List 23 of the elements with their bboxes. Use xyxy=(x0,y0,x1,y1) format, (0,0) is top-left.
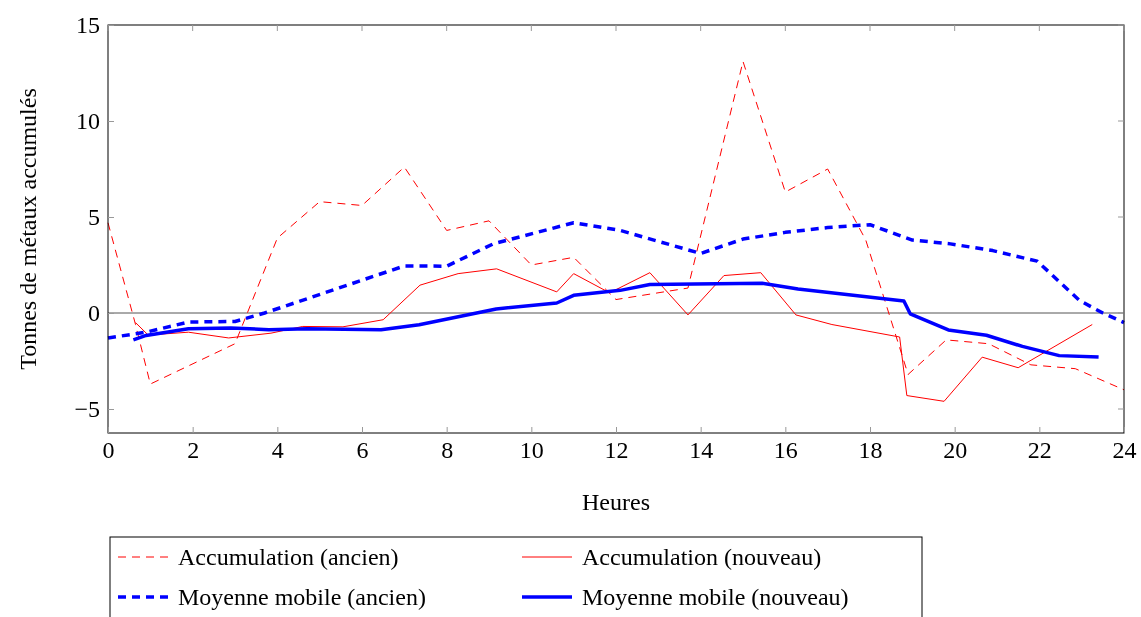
y-tick-label: 10 xyxy=(76,108,100,135)
x-tick-label: 6 xyxy=(356,437,369,464)
y-axis-title: Tonnes de métaux accumulés xyxy=(15,88,41,370)
y-tick-label: 0 xyxy=(88,300,100,327)
x-tick-label: 22 xyxy=(1027,437,1052,464)
x-tick-label: 10 xyxy=(519,437,544,464)
x-tick-label: 2 xyxy=(187,437,200,464)
legend-label: Moyenne mobile (ancien) xyxy=(178,584,426,610)
x-tick-label: 16 xyxy=(773,437,798,464)
x-tick-label: 8 xyxy=(441,437,454,464)
x-axis-title: Heures xyxy=(582,489,650,515)
x-tick-label: 18 xyxy=(858,437,883,464)
y-tick-label: −5 xyxy=(74,396,100,423)
x-tick-label: 20 xyxy=(943,437,968,464)
x-tick-label: 14 xyxy=(689,437,714,464)
x-tick-label: 24 xyxy=(1112,437,1137,464)
legend-label: Accumulation (nouveau) xyxy=(582,544,822,570)
legend-label: Moyenne mobile (nouveau) xyxy=(582,584,849,610)
legend-label: Accumulation (ancien) xyxy=(178,544,399,570)
x-tick-label: 4 xyxy=(271,437,284,464)
x-tick-label: 12 xyxy=(604,437,629,464)
y-tick-label: 15 xyxy=(76,12,100,39)
y-tick-label: 5 xyxy=(88,204,100,231)
